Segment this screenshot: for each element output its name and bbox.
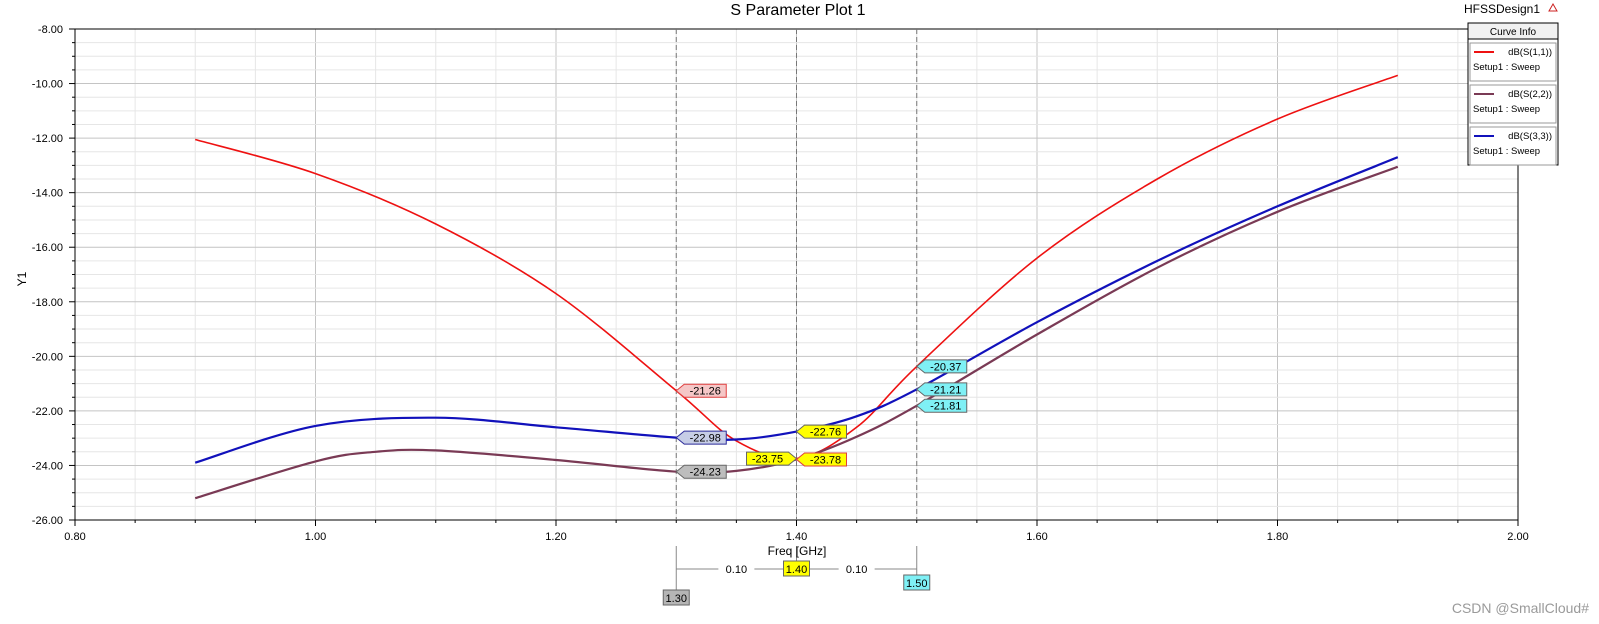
x-tick-label: 1.40: [786, 531, 807, 543]
x-tick-label: 1.00: [305, 531, 326, 543]
marker-value-label: -20.37: [930, 361, 961, 373]
legend[interactable]: Curve Info dB(S(1,1)) Setup1 : Sweep dB(S(2…: [1467, 22, 1559, 166]
y-tick-label: -24.00: [32, 460, 63, 472]
marker-value-box: [915, 359, 968, 374]
marker-value-box: [675, 383, 727, 398]
marker-value-tag: -22.76: [795, 424, 847, 439]
legend-header: Curve Info: [1490, 27, 1537, 38]
marker-freq-label: 1.50: [906, 578, 927, 590]
marker-value-tag: -21.21: [915, 382, 968, 397]
marker-freq-box: [903, 574, 931, 591]
legend-entry-subtitle: Setup1 : Sweep: [1473, 146, 1540, 157]
marker-value-label: -21.26: [690, 386, 721, 398]
marker-value-box: [795, 424, 847, 439]
legend-entry-box: [1469, 126, 1557, 166]
legend-entry-box: [1469, 84, 1557, 124]
marker-value-label: -23.78: [810, 454, 841, 466]
marker-value-label: -23.75: [752, 454, 783, 466]
marker-value-label: -21.81: [930, 401, 961, 413]
marker-freq-label: 1.40: [786, 564, 807, 576]
legend-entry-subtitle: Setup1 : Sweep: [1473, 104, 1540, 115]
x-tick-label: 2.00: [1507, 531, 1528, 543]
y-tick-label: -16.00: [32, 242, 63, 254]
design-label: HFSSDesign1: [1464, 2, 1540, 16]
legend-header-bar: [1467, 22, 1559, 40]
marker-value-tag: -24.23: [675, 464, 727, 479]
legend-entry-subtitle: Setup1 : Sweep: [1473, 62, 1540, 73]
marker-value-box: [746, 451, 798, 466]
marker-labels: 0.10 0.10 1.30 1.40 1.50: [662, 546, 931, 606]
legend-entry-name: dB(S(1,1)): [1508, 47, 1552, 58]
x-tick-label: 1.60: [1026, 531, 1047, 543]
marker-value-tag: -21.81: [915, 398, 968, 413]
watermark: CSDN @SmallCloud#: [1451, 600, 1589, 616]
y-axis-label: Y1: [15, 271, 29, 286]
x-tick-label: 0.80: [64, 531, 85, 543]
legend-entry-name: dB(S(2,2)): [1508, 89, 1552, 100]
marker-value-box: [675, 464, 727, 479]
y-tick-label: -14.00: [32, 188, 63, 200]
marker-freq-box: [662, 589, 690, 606]
marker-value-label: -21.21: [930, 384, 961, 396]
marker-freq-label: 1.30: [666, 593, 687, 605]
axes: -8.00 -10.00 -12.00 -14.00 -16.00 -18.00 -20.0…: [32, 24, 1529, 543]
marker-value-tag: -23.75: [746, 451, 798, 466]
marker-value-box: [915, 398, 968, 413]
y-tick-label: -22.00: [32, 406, 63, 418]
y-tick-label: -8.00: [38, 24, 63, 36]
marker-value-label: -22.76: [810, 427, 841, 439]
y-tick-label: -20.00: [32, 351, 63, 363]
x-tick-label: 1.20: [545, 531, 566, 543]
legend-entry-name: dB(S(3,3)): [1508, 131, 1552, 142]
delta-label: 0.10: [846, 564, 867, 576]
marker-value-label: -24.23: [690, 467, 721, 479]
design-icon: [1548, 2, 1558, 12]
y-tick-label: -26.00: [32, 515, 63, 527]
delta-label: 0.10: [726, 564, 747, 576]
legend-entry-box: [1469, 42, 1557, 82]
y-tick-label: -10.00: [32, 79, 63, 91]
marker-value-label: -22.98: [690, 433, 721, 445]
marker-value-tag: -23.78: [795, 452, 847, 467]
plot-title: S Parameter Plot 1: [730, 2, 865, 19]
x-axis-label: Freq [GHz]: [768, 544, 827, 558]
marker-value-box: [675, 430, 727, 445]
marker-value-box: [915, 382, 968, 397]
x-tick-label: 1.80: [1267, 531, 1288, 543]
marker-value-tag: -21.26: [675, 383, 727, 398]
marker-freq-box: [783, 560, 810, 577]
annotations: -21.26 -22.98 -24.23 -22.76 -23.75 -23.78 -20.…: [675, 359, 968, 479]
y-tick-label: -12.00: [32, 133, 63, 145]
marker-value-box: [795, 452, 847, 467]
marker-value-tag: -22.98: [675, 430, 727, 445]
y-tick-label: -18.00: [32, 297, 63, 309]
marker-value-tag: -20.37: [915, 359, 968, 374]
